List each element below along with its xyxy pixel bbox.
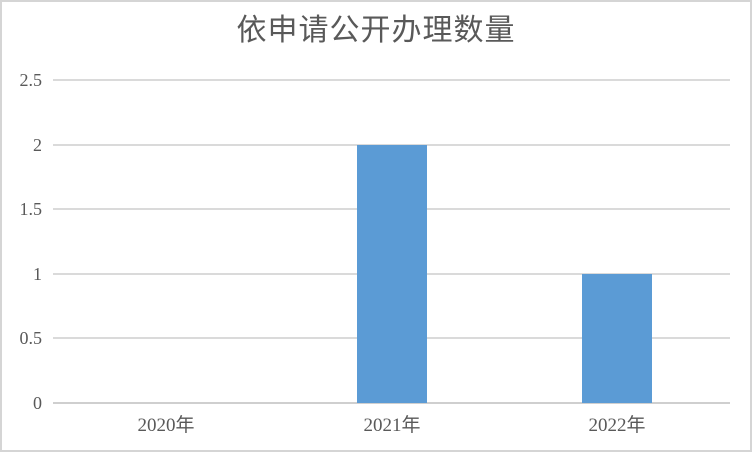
bar-2021年 [357,145,427,403]
y-tick-label: 1 [33,264,42,284]
y-tick-label: 0 [33,393,42,413]
y-tick-label: 1.5 [19,199,43,219]
gridline [53,79,730,81]
x-tick-label: 2021年 [363,415,421,436]
x-tick-label: 2020年 [137,415,195,436]
x-axis: 2020年 2021年 2022年 [53,410,730,446]
chart-title: 依申请公开办理数量 [236,14,516,47]
x-axis-line [53,402,730,404]
y-axis: 2.5 2 1.5 1 0.5 0 [2,70,43,413]
y-tick-label: 2 [33,135,42,155]
y-tick-label: 2.5 [19,70,43,90]
y-tick-label: 0.5 [19,328,43,348]
plot-area [53,79,730,404]
x-tick-label: 2022年 [588,415,646,436]
bar-2022年 [582,274,652,403]
